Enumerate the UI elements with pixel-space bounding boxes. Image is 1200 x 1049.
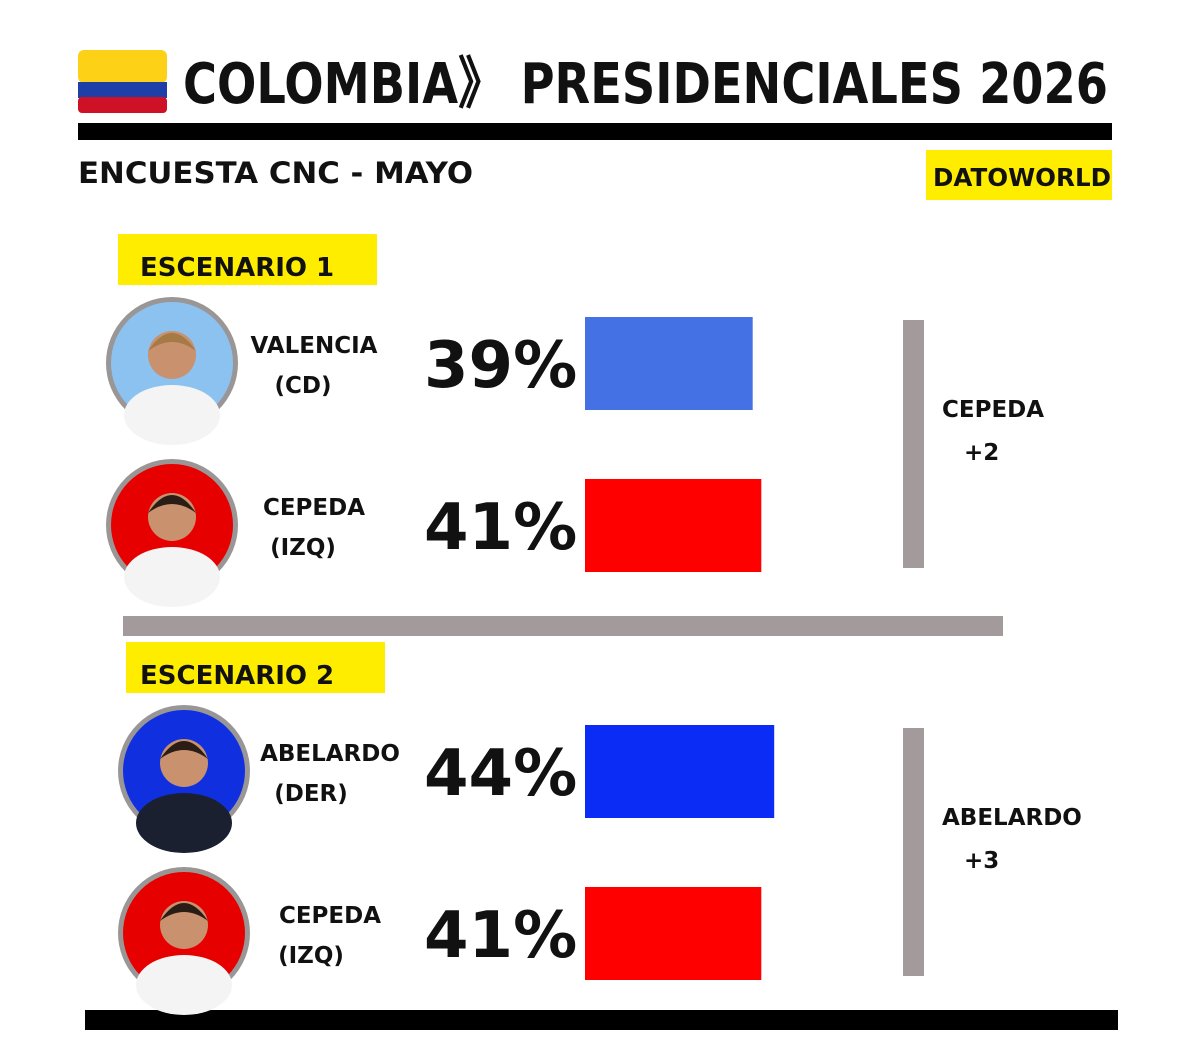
bar <box>585 317 753 410</box>
candidate-photo <box>106 459 238 607</box>
candidate-name: VALENCIA <box>251 333 378 359</box>
lead-name: CEPEDA <box>942 397 1044 423</box>
photo-body <box>124 547 220 607</box>
lead-margin: +3 <box>964 848 999 874</box>
scenario-label: ESCENARIO 2 <box>140 661 334 691</box>
bar <box>585 479 762 572</box>
photo-hair <box>148 333 196 351</box>
flag <box>78 50 167 113</box>
percentage: 41% <box>424 899 577 973</box>
lead-margin: +2 <box>964 440 999 466</box>
title-rule <box>78 123 1112 140</box>
candidate-name: CEPEDA <box>263 495 365 521</box>
photo-body <box>136 955 232 1015</box>
scenario-label: ESCENARIO 1 <box>140 253 334 283</box>
lead-name: ABELARDO <box>942 805 1082 831</box>
divider <box>123 616 1003 636</box>
bar <box>585 725 775 818</box>
candidate-party: (CD) <box>275 373 332 399</box>
scenario-box <box>118 234 377 285</box>
candidate-name: ABELARDO <box>260 741 400 767</box>
percentage: 41% <box>424 491 577 565</box>
photo-hair <box>160 741 208 759</box>
candidate-photo <box>118 705 250 853</box>
candidate-photo <box>106 297 238 445</box>
bar <box>585 887 762 980</box>
scenario-box <box>126 642 385 693</box>
brand-box <box>926 150 1112 200</box>
brand: DATOWORLD <box>933 163 1111 192</box>
subtitle: ENCUESTA CNC - MAYO <box>78 156 473 190</box>
photo-body <box>136 793 232 853</box>
candidate-party: (IZQ) <box>278 943 344 969</box>
candidate-party: (IZQ) <box>270 535 336 561</box>
lead-bracket <box>903 728 924 976</box>
candidate-party: (DER) <box>274 781 348 807</box>
percentage: 44% <box>424 737 577 811</box>
candidate-photo <box>118 867 250 1015</box>
lead-bracket <box>903 320 924 568</box>
photo-body <box>124 385 220 445</box>
photo-hair <box>148 495 196 513</box>
percentage: 39% <box>424 329 577 403</box>
title: COLOMBIA》 PRESIDENCIALES 2026 <box>183 52 1108 117</box>
photo-hair <box>160 903 208 921</box>
bottom-rule <box>85 1010 1118 1030</box>
candidate-name: CEPEDA <box>279 903 381 929</box>
